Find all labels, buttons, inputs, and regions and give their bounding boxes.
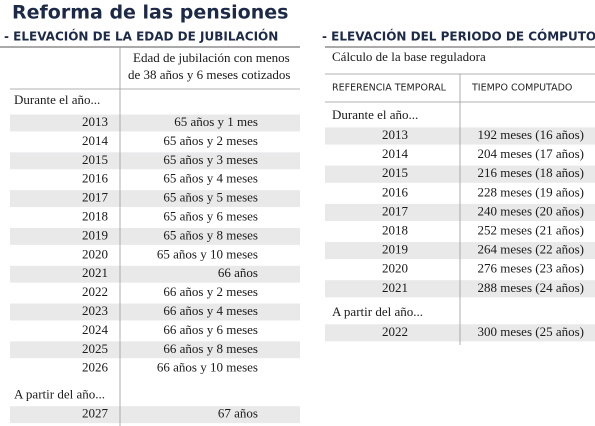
year: 2022 bbox=[82, 284, 108, 299]
column-header: REFERENCIA TEMPORAL bbox=[332, 83, 447, 94]
row-shade bbox=[10, 265, 300, 283]
value: 66 años y 6 meses bbox=[163, 322, 258, 337]
year: 2017 bbox=[82, 190, 109, 205]
value: 228 meses (19 años) bbox=[477, 184, 584, 199]
value: 276 meses (23 años) bbox=[477, 261, 584, 276]
value: 65 años y 8 meses bbox=[163, 227, 258, 242]
year: 2020 bbox=[382, 261, 408, 276]
year: 2025 bbox=[82, 341, 108, 356]
group-label: Durante el año... bbox=[14, 92, 100, 107]
value: 65 años y 6 meses bbox=[163, 208, 258, 223]
column-header: Edad de jubilación con menos bbox=[133, 50, 290, 65]
year: 2023 bbox=[82, 303, 108, 318]
year: 2021 bbox=[82, 265, 108, 280]
value: 66 años y 8 meses bbox=[163, 341, 258, 356]
value: 65 años y 10 meses bbox=[157, 246, 258, 261]
row-shade bbox=[10, 341, 300, 359]
year: 2027 bbox=[82, 406, 109, 421]
value: 216 meses (18 años) bbox=[477, 165, 584, 180]
year: 2014 bbox=[82, 133, 109, 148]
value: 65 años y 2 meses bbox=[163, 133, 258, 148]
value: 66 años y 10 meses bbox=[157, 360, 258, 375]
row-shade bbox=[10, 227, 300, 245]
year: 2015 bbox=[82, 152, 108, 167]
year: 2024 bbox=[82, 322, 109, 337]
value: 67 años bbox=[218, 406, 258, 421]
year: 2020 bbox=[82, 246, 108, 261]
value: 240 meses (20 años) bbox=[477, 203, 584, 218]
year: 2017 bbox=[382, 203, 409, 218]
value: 65 años y 3 meses bbox=[163, 152, 258, 167]
group-label: A partir del año... bbox=[14, 387, 105, 402]
year: 2021 bbox=[382, 280, 408, 295]
year: 2014 bbox=[382, 146, 409, 161]
year: 2013 bbox=[382, 127, 408, 142]
year: 2026 bbox=[82, 360, 109, 375]
year: 2018 bbox=[382, 222, 408, 237]
value: 252 meses (21 años) bbox=[477, 222, 584, 237]
year: 2016 bbox=[382, 184, 409, 199]
row-shade bbox=[10, 406, 300, 424]
value: 65 años y 1 mes bbox=[174, 114, 258, 129]
column-header: de 38 años y 6 meses cotizados bbox=[128, 67, 290, 82]
year: 2013 bbox=[82, 114, 108, 129]
value: 300 meses (25 años) bbox=[477, 324, 584, 339]
title: Reforma de las pensiones bbox=[12, 2, 288, 24]
right-heading: - ELEVACIÓN DEL PERIODO DE CÓMPUTO bbox=[322, 29, 595, 44]
row-shade bbox=[10, 303, 300, 321]
value: 66 años y 2 meses bbox=[163, 284, 258, 299]
value: 192 meses (16 años) bbox=[477, 127, 584, 142]
value: 288 meses (24 años) bbox=[477, 280, 584, 295]
group-label: Durante el año... bbox=[332, 107, 418, 122]
value: 65 años y 4 meses bbox=[163, 171, 258, 186]
year: 2015 bbox=[382, 165, 408, 180]
subheading: Cálculo de la base reguladora bbox=[332, 49, 486, 64]
value: 66 años bbox=[218, 265, 258, 280]
row-shade bbox=[10, 152, 300, 170]
year: 2019 bbox=[382, 242, 408, 257]
row-shade bbox=[10, 114, 300, 132]
left-heading: - ELEVACIÓN DE LA EDAD DE JUBILACIÓN bbox=[4, 29, 278, 44]
year: 2018 bbox=[82, 208, 108, 223]
group-label: A partir del año... bbox=[332, 304, 423, 319]
year: 2019 bbox=[82, 227, 108, 242]
year: 2016 bbox=[82, 171, 109, 186]
value: 264 meses (22 años) bbox=[477, 242, 584, 257]
value: 65 años y 5 meses bbox=[163, 190, 258, 205]
row-shade bbox=[10, 190, 300, 208]
value: 204 meses (17 años) bbox=[477, 146, 584, 161]
year: 2022 bbox=[382, 324, 408, 339]
value: 66 años y 4 meses bbox=[163, 303, 258, 318]
column-header: TIEMPO COMPUTADO bbox=[471, 83, 572, 94]
